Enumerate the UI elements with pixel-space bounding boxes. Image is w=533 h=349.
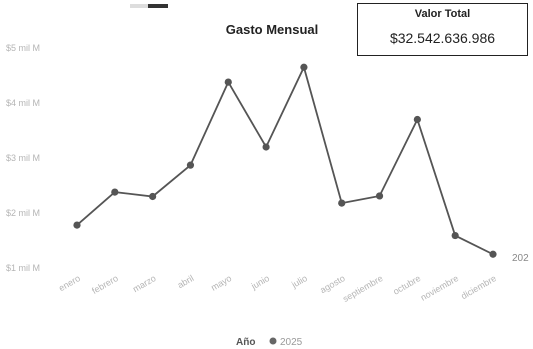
data-point [186, 161, 195, 169]
series-line [76, 64, 494, 256]
x-tick-label: octubre [391, 273, 422, 297]
legend-item-2025: 2025 [280, 337, 303, 348]
x-tick-label: abril [176, 273, 196, 290]
chart-title: Gasto Mensual [226, 22, 318, 37]
tab-indicator-active[interactable] [148, 4, 168, 8]
data-point [73, 221, 81, 229]
x-tick-label: junio [249, 273, 271, 292]
y-axis: $1 mil M $2 mil M $3 mil M $4 mil M $5 mil M [6, 43, 40, 273]
y-tick-label: $3 mil M [6, 153, 40, 163]
data-point [111, 188, 119, 196]
card-label: Valor Total [414, 8, 471, 20]
x-axis: enero febrero marzo abril mayo junio julio agos… [57, 273, 498, 304]
data-point [224, 78, 232, 86]
x-tick-label: agosto [318, 273, 346, 295]
legend-marker [269, 337, 277, 345]
x-tick-label: julio [289, 273, 309, 290]
y-tick-label: $1 mil M [6, 263, 40, 273]
y-tick-label: $2 mil M [6, 208, 40, 218]
data-point [262, 143, 270, 151]
data-point [149, 192, 157, 201]
data-point [413, 115, 421, 124]
x-tick-label: marzo [131, 273, 158, 294]
legend: Año 2025 [236, 337, 303, 348]
series-end-label: 202 [512, 253, 529, 264]
x-tick-label: mayo [209, 273, 233, 293]
data-point [375, 192, 384, 200]
x-tick-label: diciembre [459, 273, 498, 301]
series-2025 [73, 63, 497, 258]
x-tick-label: septiembre [341, 273, 385, 304]
y-tick-label: $4 mil M [6, 98, 40, 108]
legend-title: Año [236, 337, 255, 348]
card-value: $32.542.636.986 [389, 30, 496, 46]
x-tick-label: enero [57, 273, 82, 293]
total-value-card: Valor Total $32.542.636.986 [357, 3, 528, 56]
data-point [300, 63, 308, 71]
data-point [489, 250, 497, 258]
data-point [338, 199, 346, 207]
x-tick-label: noviembre [419, 273, 460, 303]
x-tick-label: febrero [90, 273, 120, 296]
data-point [451, 231, 459, 240]
y-tick-label: $5 mil M [6, 43, 40, 53]
